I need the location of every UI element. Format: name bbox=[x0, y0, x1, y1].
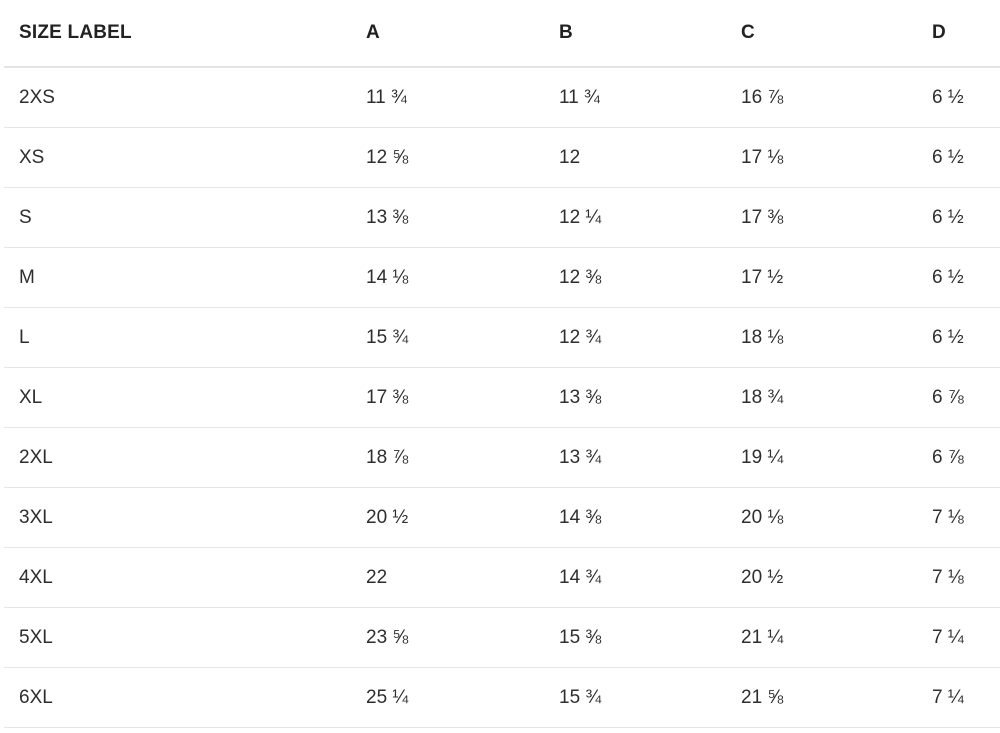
c-cell: 17 ½ bbox=[726, 247, 917, 308]
b-cell: 15 ¾ bbox=[544, 667, 726, 728]
c-cell: 16 ⅞ bbox=[726, 67, 917, 128]
d-cell: 6 ⅞ bbox=[917, 427, 1000, 488]
column-header-d: D bbox=[917, 0, 1000, 68]
d-cell: 7 ¼ bbox=[917, 607, 1000, 668]
column-header-b: B bbox=[544, 0, 726, 68]
size-label-cell: XS bbox=[4, 127, 351, 188]
a-cell: 14 ⅛ bbox=[351, 247, 544, 308]
c-cell: 21 ¼ bbox=[726, 607, 917, 668]
column-header-size-label: SIZE LABEL bbox=[4, 0, 351, 68]
a-cell: 12 ⅝ bbox=[351, 127, 544, 188]
a-cell: 20 ½ bbox=[351, 487, 544, 548]
c-cell: 17 ⅜ bbox=[726, 187, 917, 248]
b-cell: 14 ⅜ bbox=[544, 487, 726, 548]
d-cell: 6 ⅞ bbox=[917, 367, 1000, 428]
table-header: SIZE LABEL A B C D bbox=[4, 0, 1000, 68]
b-cell: 12 ¾ bbox=[544, 307, 726, 368]
b-cell: 12 bbox=[544, 127, 726, 188]
d-cell: 7 ¼ bbox=[917, 667, 1000, 728]
header-row: SIZE LABEL A B C D bbox=[4, 0, 1000, 68]
d-cell: 6 ½ bbox=[917, 247, 1000, 308]
c-cell: 18 ⅛ bbox=[726, 307, 917, 368]
b-cell: 13 ⅜ bbox=[544, 367, 726, 428]
d-cell: 6 ½ bbox=[917, 67, 1000, 128]
d-cell: 7 ⅛ bbox=[917, 487, 1000, 548]
d-cell: 6 ½ bbox=[917, 307, 1000, 368]
size-label-cell: S bbox=[4, 187, 351, 248]
size-label-cell: XL bbox=[4, 367, 351, 428]
c-cell: 20 ⅛ bbox=[726, 487, 917, 548]
size-label-cell: 4XL bbox=[4, 547, 351, 608]
size-label-cell: 3XL bbox=[4, 487, 351, 548]
d-cell: 6 ½ bbox=[917, 187, 1000, 248]
c-cell: 20 ½ bbox=[726, 547, 917, 608]
b-cell: 15 ⅜ bbox=[544, 607, 726, 668]
b-cell: 12 ¼ bbox=[544, 187, 726, 248]
b-cell: 11 ¾ bbox=[544, 67, 726, 128]
d-cell: 6 ½ bbox=[917, 127, 1000, 188]
a-cell: 11 ¾ bbox=[351, 67, 544, 128]
b-cell: 14 ¾ bbox=[544, 547, 726, 608]
size-label-cell: 6XL bbox=[4, 667, 351, 728]
a-cell: 17 ⅜ bbox=[351, 367, 544, 428]
c-cell: 21 ⅝ bbox=[726, 667, 917, 728]
a-cell: 13 ⅜ bbox=[351, 187, 544, 248]
b-cell: 12 ⅜ bbox=[544, 247, 726, 308]
a-cell: 23 ⅝ bbox=[351, 607, 544, 668]
c-cell: 17 ⅛ bbox=[726, 127, 917, 188]
a-cell: 15 ¾ bbox=[351, 307, 544, 368]
size-label-cell: 5XL bbox=[4, 607, 351, 668]
a-cell: 25 ¼ bbox=[351, 667, 544, 728]
a-cell: 22 bbox=[351, 547, 544, 608]
size-label-cell: L bbox=[4, 307, 351, 368]
c-cell: 18 ¾ bbox=[726, 367, 917, 428]
size-label-cell: 2XL bbox=[4, 427, 351, 488]
column-header-c: C bbox=[726, 0, 917, 68]
d-cell: 7 ⅛ bbox=[917, 547, 1000, 608]
a-cell: 18 ⅞ bbox=[351, 427, 544, 488]
column-header-a: A bbox=[351, 0, 544, 68]
size-label-cell: 2XS bbox=[4, 67, 351, 128]
b-cell: 13 ¾ bbox=[544, 427, 726, 488]
c-cell: 19 ¼ bbox=[726, 427, 917, 488]
size-label-cell: M bbox=[4, 247, 351, 308]
